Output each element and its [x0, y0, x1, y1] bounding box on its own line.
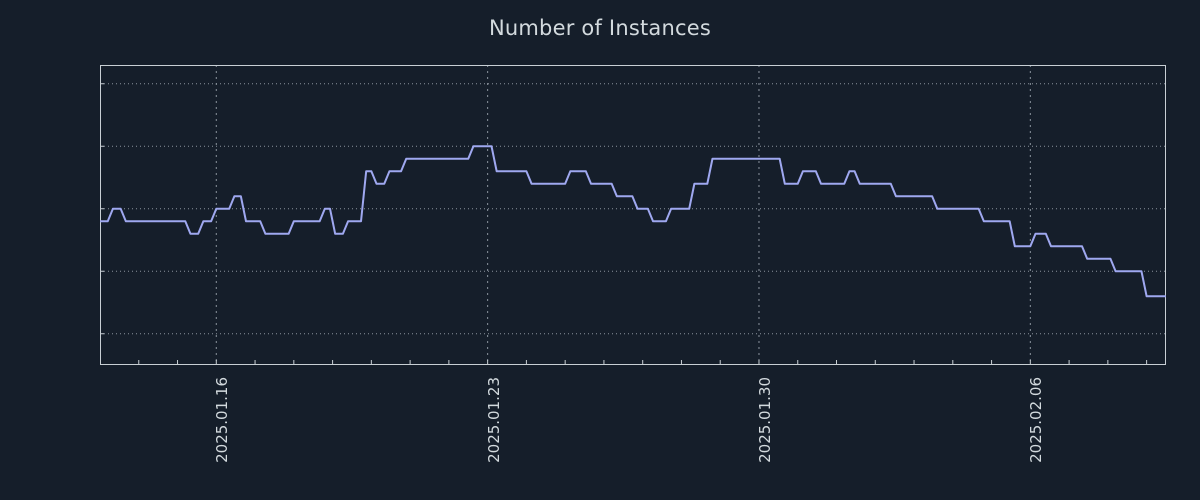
x-tick-label: 2025.01.23 — [484, 377, 503, 463]
x-tick-label: 2025.01.30 — [755, 377, 774, 463]
x-tick-label: 2025.01.16 — [213, 377, 232, 463]
plot-border — [100, 65, 1166, 365]
y-gridlines — [100, 83, 1166, 335]
plot-svg — [100, 65, 1166, 365]
plot-area — [100, 65, 1166, 365]
x-gridlines — [215, 65, 1031, 365]
x-tick-label: 2025.02.06 — [1027, 377, 1046, 463]
data-series-line — [100, 145, 1166, 298]
chart-title: Number of Instances — [488, 16, 711, 40]
